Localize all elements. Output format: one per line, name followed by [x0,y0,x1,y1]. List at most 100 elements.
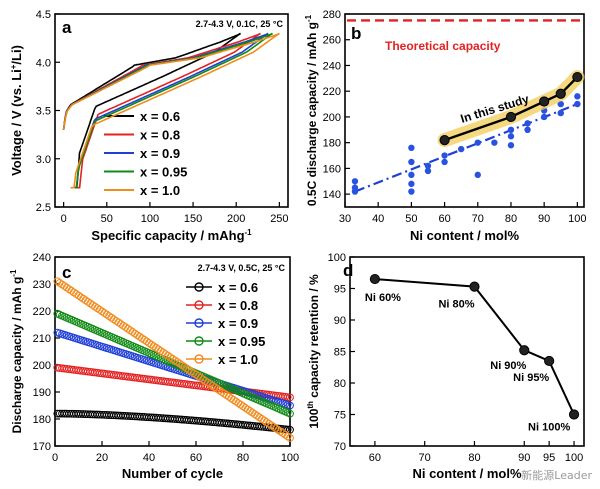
cycle-point [126,326,135,335]
cycle-point [69,288,78,297]
x-tick-label: 90 [538,213,550,225]
x-axis-label: Ni content / mol% [412,466,522,481]
literature-point [507,142,515,149]
literature-point [491,139,498,146]
cycle-point [74,291,83,300]
literature-point [507,133,515,140]
retention-point [568,409,580,420]
cycle-point [260,416,269,425]
y-tick-label: 75 [334,410,346,422]
literature-point [441,158,448,166]
y-tick-label: 90 [334,315,346,327]
cycle-point [239,402,247,411]
cycle-point [248,408,257,417]
retention-label: Ni 90% [490,360,526,372]
x-tick-label: 70 [419,452,431,464]
y-axis-label: Discharge capacity / mAh g-1 [9,269,24,433]
y-tick-label: 200 [33,360,51,372]
study-point [555,88,566,99]
x-tick-label: 150 [184,213,202,225]
cycle-point [243,405,252,414]
cycle-point [250,410,259,419]
y-tick-label: 260 [323,35,341,47]
legend-label: x = 1.0 [218,352,258,367]
literature-point [441,152,448,159]
retention-point [519,345,530,356]
y-tick-label: 230 [33,279,51,291]
study-point [539,96,550,107]
cycle-point [241,403,250,412]
cycle-point [145,339,153,347]
legend-label: x = 0.95 [218,334,265,349]
y-tick-label: 160 [323,163,341,175]
cycle-point [93,304,102,313]
cycle-point [255,413,264,422]
y-axis-label: Voltage / V (vs. Li+/Li) [9,45,24,176]
legend-marker [194,354,204,364]
retention-label: Ni 100% [528,422,570,434]
x-tick-label: 60 [438,213,450,225]
literature-point [524,126,531,133]
y-tick-label: 2.5 [36,202,51,214]
y-tick-label: 170 [33,441,51,453]
legend-label: x = 0.9 [140,146,180,161]
cycle-point [225,392,233,401]
y-axis-label-sup: th [306,401,315,409]
literature-point [574,93,581,100]
y-tick-label: 240 [33,252,51,264]
charge-curve [62,33,241,130]
legend-label: x = 1.0 [140,183,180,198]
x-axis-label-sup: -1 [245,228,253,237]
plot-frame [54,256,291,447]
literature-point [408,144,415,152]
y-tick-label: 240 [323,60,341,72]
y-axis-label-text: Discharge capacity / mAh g [10,277,24,434]
cycle-point [286,401,294,410]
cycle-point [283,432,292,441]
cycle-point [159,348,168,357]
cycle-point [156,347,165,355]
panel-letter: a [62,18,72,37]
cycle-point [234,399,243,408]
y-tick-label: 3.5 [36,106,51,118]
x-tick-label: 200 [227,213,245,225]
cycle-point [142,337,151,346]
x-tick-label: 100 [565,452,583,464]
y-tick-label: 80 [334,378,346,390]
cycle-point [62,283,71,292]
y-tick-label: 95 [334,284,346,296]
x-axis-label-text: Specific capacity / mAhg [91,228,244,243]
cycle-point [152,343,160,352]
cycle-point [76,293,85,302]
y-tick-label: 4.5 [36,9,51,21]
y-tick-label: 200 [323,112,341,124]
cycle-point [131,329,139,338]
y-tick-label: 85 [334,347,346,359]
y-axis-label-text: capacity retention / % [307,274,321,401]
cycle-point [107,313,116,322]
x-tick-label: 40 [372,213,384,225]
cycle-point [286,425,294,434]
panel-a-voltage-profile: 0 50 100 150 200 250 2.5 3.0 3.5 4.0 4.5 a 2.7-4.3 V… [9,9,289,243]
x-tick-label: 95 [543,452,555,464]
retention-point [369,273,380,285]
y-tick-label: 180 [33,414,51,426]
plot-frame [344,13,585,208]
cycle-point [149,342,158,351]
y-tick-label: 180 [323,138,341,150]
cycle-point [121,323,130,332]
retention-point [469,281,480,292]
cycle-point [91,302,99,311]
literature-point [424,167,432,175]
y-axis-label: 100th capacity retention / % [306,274,321,429]
y-tick-label: 100 [328,252,346,264]
literature-point [408,180,415,188]
y-tick-label: 280 [323,9,341,21]
discharge-curve [76,32,261,189]
literature-point [557,100,564,108]
panel-letter: c [62,263,71,282]
cycle-point [232,397,240,406]
cycle-point [229,396,238,404]
study-point [505,111,517,123]
